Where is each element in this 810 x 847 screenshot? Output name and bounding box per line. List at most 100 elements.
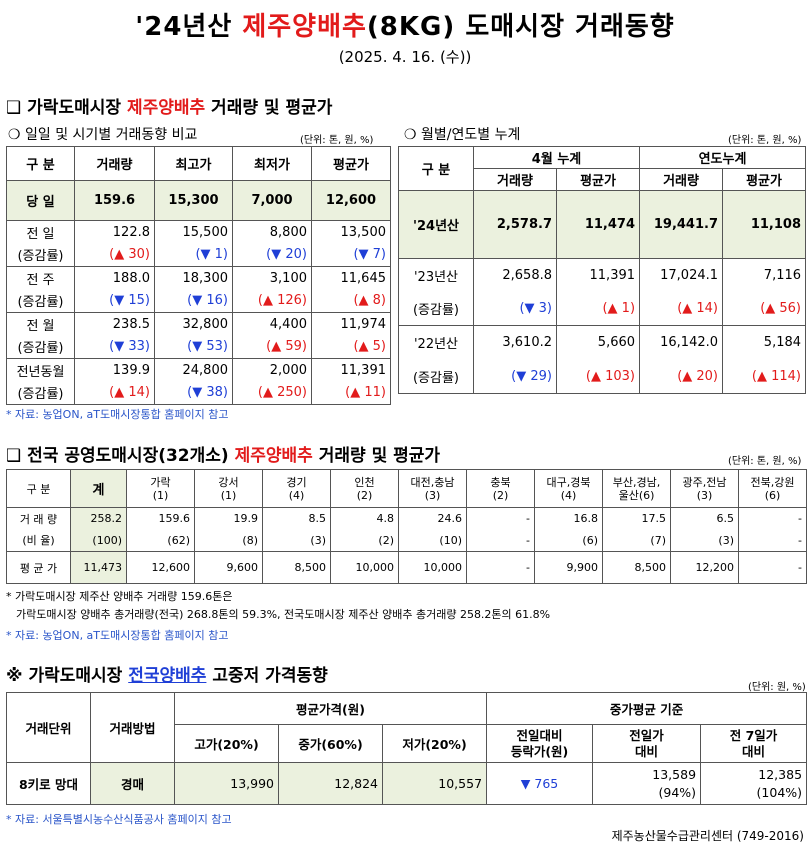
table-row-price: 평 균 가 11,473 12,600 9,600 8,500 10,000 1… bbox=[6, 551, 807, 584]
header-line: 대비 bbox=[635, 743, 659, 759]
row-label: 평 균 가 bbox=[6, 551, 71, 584]
row-label: (비 율) bbox=[6, 529, 71, 552]
row-label: 8키로 망대 bbox=[6, 762, 91, 805]
source-note: * 자료: 농업ON, aT도매시장통합 홈페이지 참고 bbox=[6, 408, 229, 421]
cell-value: 2,658.8 bbox=[473, 258, 557, 293]
cell-value: 24.6 bbox=[398, 507, 467, 530]
change-value: (▲ 114) bbox=[722, 359, 807, 394]
cell-value: (3) bbox=[262, 529, 331, 552]
table-header-row: 거래단위 거래방법 평균가격(원) 중가평균 기준 bbox=[6, 692, 808, 763]
cell-value: 13,990 bbox=[174, 762, 279, 805]
footer-center: 제주농산물수급관리센터 (749-2016) bbox=[611, 829, 804, 843]
cell-value: 경매 bbox=[90, 762, 175, 805]
cell-value: 10,000 bbox=[330, 551, 399, 584]
row-label: (증감률) bbox=[6, 335, 75, 359]
price-trend-table: 거래단위 거래방법 평균가격(원) 중가평균 기준 고가(20%) 중가(60%… bbox=[6, 692, 808, 805]
cell-value: 2,000 bbox=[232, 358, 312, 382]
table-row-today: 당 일 159.6 15,300 7,000 12,600 bbox=[6, 180, 391, 221]
table-header-row: 구 분 계 가락 (1) 강서 (1) 경기 (4) 인천 (2) 대전,충남 (3) 충… bbox=[6, 469, 807, 508]
table-row-volume: 거 래 량 258.2 159.6 19.9 8.5 4.8 24.6 - 16… bbox=[6, 507, 807, 530]
cell-value: 13,589 (94%) bbox=[592, 762, 702, 805]
table-row: 전 일 122.8 15,500 8,800 13,500 bbox=[6, 220, 391, 244]
market-name: 부산,경남, bbox=[612, 475, 661, 489]
section3-heading: ※ 가락도매시장 전국양배추 고중저 가격동향 bbox=[6, 661, 328, 686]
sub1-unit: (단위: 톤, 원, %) bbox=[300, 135, 374, 146]
square-bullet-icon: ❑ bbox=[6, 446, 22, 466]
cell-value: 12,600 bbox=[126, 551, 195, 584]
column-group-header: 연도누계 bbox=[639, 146, 807, 169]
market-count: (3) bbox=[696, 488, 713, 502]
change-value: (▲ 5) bbox=[311, 335, 391, 359]
cell-value: - bbox=[466, 507, 535, 530]
column-group-header: 중가평균 기준 bbox=[486, 692, 808, 725]
report-date: (2025. 4. 16. (수)) bbox=[338, 48, 472, 66]
cell-value: 19.9 bbox=[194, 507, 263, 530]
column-header: 거래량 bbox=[639, 168, 724, 191]
column-group-header: 4월 누계 bbox=[472, 146, 641, 169]
row-label: 전 월 bbox=[6, 312, 75, 336]
share-note-line1: * 가락도매시장 제주산 양배추 거래량 159.6톤은 bbox=[6, 590, 233, 603]
week-pct: (104%) bbox=[756, 784, 803, 800]
cell-value: 15,500 bbox=[154, 220, 233, 244]
cell-value: 12,385 (104%) bbox=[700, 762, 808, 805]
row-label: '24년산 bbox=[398, 190, 474, 259]
cell-value: 8,500 bbox=[602, 551, 671, 584]
cell-value: - bbox=[738, 551, 807, 584]
cell-value: 17.5 bbox=[602, 507, 671, 530]
row-label: 당 일 bbox=[6, 180, 75, 221]
cell-value: 19,441.7 bbox=[639, 190, 724, 259]
cell-value: 12,600 bbox=[311, 180, 391, 221]
market-count: (4) bbox=[288, 488, 305, 502]
cell-value: 9,900 bbox=[534, 551, 603, 584]
market-count: (4) bbox=[560, 488, 577, 502]
cell-value: 32,800 bbox=[154, 312, 233, 336]
cell-value: (8) bbox=[194, 529, 263, 552]
column-header: 구 분 bbox=[6, 146, 75, 181]
column-header: 전일가 대비 bbox=[592, 724, 702, 763]
column-header: 충북 (2) bbox=[466, 469, 535, 508]
column-header: 대전,충남 (3) bbox=[398, 469, 467, 508]
table-header-row: 구 분 4월 누계 연도누계 bbox=[398, 146, 807, 191]
change-value: (▲ 126) bbox=[232, 289, 312, 313]
source-note: * 자료: 서울특별시농수산식품공사 홈페이지 참고 bbox=[6, 813, 232, 826]
header-line: 전일가 bbox=[629, 727, 664, 743]
cell-value: 188.0 bbox=[74, 266, 155, 290]
market-count: (2) bbox=[356, 488, 373, 502]
table-header-row: 고가(20%) 중가(60%) 저가(20%) 전일대비 등락가(원) 전일가 대비… bbox=[7, 724, 808, 763]
market-name: 경기 bbox=[286, 475, 307, 489]
cell-value: 11,645 bbox=[311, 266, 391, 290]
cell-value: 11,473 bbox=[70, 551, 127, 584]
column-group-header: 평균가격(원) bbox=[173, 692, 488, 725]
table-header-row: 구 분 거래량 최고가 최저가 평균가 bbox=[6, 146, 391, 181]
cell-value: (2) bbox=[330, 529, 399, 552]
row-label: (증감률) bbox=[6, 243, 75, 267]
cell-value: 238.5 bbox=[74, 312, 155, 336]
title-prefix: '24년산 bbox=[135, 12, 243, 42]
change-value: (▲ 56) bbox=[722, 292, 807, 326]
row-label: '23년산 bbox=[398, 258, 474, 293]
cell-value: - bbox=[466, 529, 535, 552]
table-row-change: (증감률) (▼ 15) (▼ 16) (▲ 126) (▲ 8) bbox=[6, 289, 391, 313]
national-market-table: 구 분 계 가락 (1) 강서 (1) 경기 (4) 인천 (2) 대전,충남 (3) 충… bbox=[6, 469, 807, 584]
monthly-yearly-table: 구 분 4월 누계 연도누계 거래량 평균가 거래량 평균가 '24년산 2,5… bbox=[398, 146, 807, 394]
cell-value: 159.6 bbox=[74, 180, 155, 221]
column-header: 거래량 bbox=[74, 146, 155, 181]
cell-value: 7,000 bbox=[232, 180, 312, 221]
daily-comparison-table: 구 분 거래량 최고가 최저가 평균가 당 일 159.6 15,300 7,0… bbox=[6, 146, 391, 405]
cell-value: (6) bbox=[534, 529, 603, 552]
change-value: (▲ 14) bbox=[74, 381, 155, 405]
cell-value: 8,500 bbox=[262, 551, 331, 584]
header-line: 전일대비 bbox=[516, 727, 563, 743]
cell-value: 3,100 bbox=[232, 266, 312, 290]
table-row-change: (증감률) (▼ 33) (▼ 53) (▲ 59) (▲ 5) bbox=[6, 335, 391, 359]
column-header: 광주,전남 (3) bbox=[670, 469, 739, 508]
change-value: (▲ 103) bbox=[555, 359, 641, 394]
sub2-unit: (단위: 톤, 원, %) bbox=[728, 135, 802, 146]
cell-value: 5,184 bbox=[722, 325, 807, 360]
section2-unit: (단위: 톤, 원, %) bbox=[728, 456, 802, 467]
section2-suffix: 거래량 및 평균가 bbox=[312, 446, 441, 466]
section3-prefix: 가락도매시장 bbox=[28, 666, 129, 686]
column-header: 대구,경북 (4) bbox=[534, 469, 603, 508]
column-header: 구 분 bbox=[398, 146, 474, 191]
cell-value: (100) bbox=[70, 529, 127, 552]
